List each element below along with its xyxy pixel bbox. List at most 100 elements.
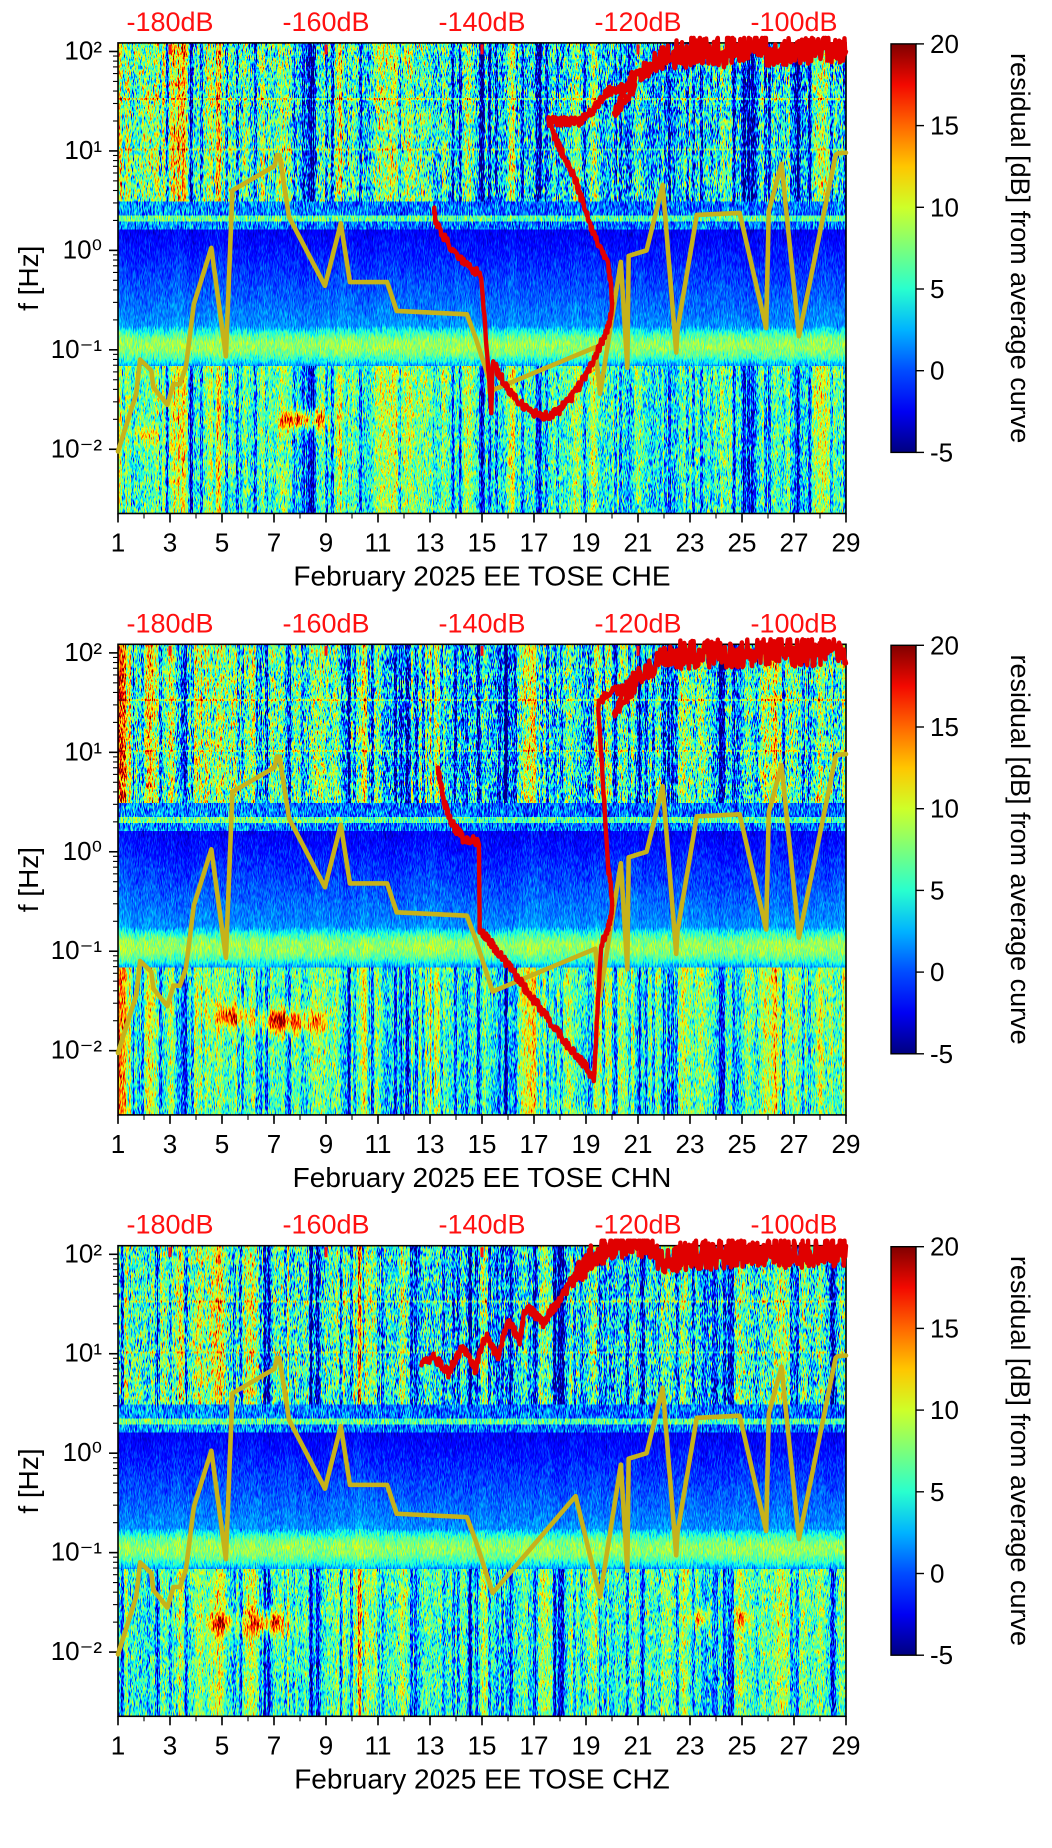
- svg-text:10⁻²: 10⁻²: [51, 1636, 103, 1666]
- svg-text:5: 5: [930, 274, 944, 304]
- svg-text:10⁰: 10⁰: [63, 836, 102, 866]
- svg-text:-180dB: -180dB: [126, 608, 213, 638]
- svg-text:-140dB: -140dB: [438, 608, 525, 638]
- svg-text:-5: -5: [930, 1039, 953, 1069]
- svg-text:10⁻²: 10⁻²: [51, 433, 103, 463]
- svg-text:15: 15: [468, 1730, 497, 1760]
- svg-text:-100dB: -100dB: [750, 608, 837, 638]
- svg-text:27: 27: [780, 1129, 809, 1159]
- svg-text:27: 27: [780, 1730, 809, 1760]
- svg-text:-160dB: -160dB: [282, 608, 369, 638]
- svg-text:10: 10: [930, 1395, 959, 1425]
- svg-text:25: 25: [728, 528, 757, 558]
- svg-text:10²: 10²: [64, 1238, 102, 1268]
- svg-text:23: 23: [676, 528, 705, 558]
- svg-text:19: 19: [572, 528, 601, 558]
- svg-text:15: 15: [930, 1313, 959, 1343]
- svg-text:10¹: 10¹: [64, 135, 102, 165]
- svg-text:15: 15: [468, 528, 497, 558]
- svg-text:9: 9: [319, 1129, 333, 1159]
- svg-text:29: 29: [832, 1730, 861, 1760]
- svg-text:February 2025 EE TOSE CHZ: February 2025 EE TOSE CHZ: [294, 1763, 670, 1794]
- svg-text:0: 0: [930, 957, 944, 987]
- svg-text:5: 5: [215, 1129, 229, 1159]
- svg-text:10⁰: 10⁰: [63, 234, 102, 264]
- svg-text:f [Hz]: f [Hz]: [13, 1448, 44, 1513]
- svg-text:3: 3: [163, 1730, 177, 1760]
- svg-text:7: 7: [267, 528, 281, 558]
- svg-text:7: 7: [267, 1129, 281, 1159]
- svg-text:7: 7: [267, 1730, 281, 1760]
- svg-text:13: 13: [416, 1129, 445, 1159]
- svg-text:10⁻²: 10⁻²: [51, 1035, 103, 1065]
- svg-text:15: 15: [930, 111, 959, 141]
- svg-text:25: 25: [728, 1730, 757, 1760]
- svg-text:13: 13: [416, 1730, 445, 1760]
- svg-text:20: 20: [930, 29, 959, 59]
- svg-text:-180dB: -180dB: [126, 7, 213, 37]
- svg-text:-140dB: -140dB: [438, 7, 525, 37]
- svg-text:11: 11: [365, 1730, 392, 1760]
- svg-text:21: 21: [624, 528, 653, 558]
- svg-text:1: 1: [111, 1129, 125, 1159]
- svg-text:13: 13: [416, 528, 445, 558]
- svg-text:10⁻¹: 10⁻¹: [51, 935, 103, 965]
- svg-text:19: 19: [572, 1129, 601, 1159]
- svg-text:10⁰: 10⁰: [63, 1437, 102, 1467]
- svg-text:residual [dB] from average cur: residual [dB] from average curve: [1005, 654, 1035, 1044]
- svg-text:21: 21: [624, 1129, 653, 1159]
- svg-text:-120dB: -120dB: [594, 1210, 681, 1240]
- svg-text:29: 29: [832, 1129, 861, 1159]
- svg-text:-160dB: -160dB: [282, 1210, 369, 1240]
- svg-text:0: 0: [930, 1559, 944, 1589]
- svg-text:-140dB: -140dB: [438, 1210, 525, 1240]
- svg-text:20: 20: [930, 1232, 959, 1262]
- svg-text:-5: -5: [930, 1640, 953, 1670]
- svg-text:5: 5: [215, 1730, 229, 1760]
- svg-text:f [Hz]: f [Hz]: [13, 847, 44, 912]
- svg-text:3: 3: [163, 528, 177, 558]
- svg-text:-100dB: -100dB: [750, 1210, 837, 1240]
- svg-text:11: 11: [365, 528, 392, 558]
- svg-text:15: 15: [468, 1129, 497, 1159]
- svg-text:17: 17: [520, 1129, 549, 1159]
- svg-text:20: 20: [930, 630, 959, 660]
- svg-text:February 2025 EE TOSE CHN: February 2025 EE TOSE CHN: [293, 1162, 672, 1193]
- svg-text:f [Hz]: f [Hz]: [13, 246, 44, 311]
- svg-text:9: 9: [319, 528, 333, 558]
- svg-text:-5: -5: [930, 437, 953, 467]
- svg-text:27: 27: [780, 528, 809, 558]
- svg-text:5: 5: [930, 1477, 944, 1507]
- svg-text:residual [dB] from average cur: residual [dB] from average curve: [1005, 1256, 1035, 1646]
- svg-text:23: 23: [676, 1129, 705, 1159]
- svg-text:-100dB: -100dB: [750, 7, 837, 37]
- svg-text:3: 3: [163, 1129, 177, 1159]
- svg-text:5: 5: [930, 875, 944, 905]
- svg-text:11: 11: [365, 1129, 392, 1159]
- svg-text:29: 29: [832, 528, 861, 558]
- svg-text:23: 23: [676, 1730, 705, 1760]
- svg-text:February 2025 EE TOSE CHE: February 2025 EE TOSE CHE: [293, 561, 670, 592]
- svg-text:10: 10: [930, 794, 959, 824]
- svg-text:9: 9: [319, 1730, 333, 1760]
- svg-text:1: 1: [111, 528, 125, 558]
- svg-text:10⁻¹: 10⁻¹: [51, 1537, 103, 1567]
- svg-text:25: 25: [728, 1129, 757, 1159]
- svg-text:15: 15: [930, 712, 959, 742]
- svg-text:10¹: 10¹: [64, 1338, 102, 1368]
- svg-text:-180dB: -180dB: [126, 1210, 213, 1240]
- svg-text:-120dB: -120dB: [594, 608, 681, 638]
- svg-text:19: 19: [572, 1730, 601, 1760]
- svg-text:10²: 10²: [64, 637, 102, 667]
- svg-text:residual [dB] from average cur: residual [dB] from average curve: [1005, 53, 1035, 443]
- svg-text:10: 10: [930, 192, 959, 222]
- svg-text:17: 17: [520, 528, 549, 558]
- svg-text:1: 1: [111, 1730, 125, 1760]
- svg-text:21: 21: [624, 1730, 653, 1760]
- svg-text:0: 0: [930, 356, 944, 386]
- svg-text:10²: 10²: [64, 35, 102, 65]
- svg-text:10⁻¹: 10⁻¹: [51, 334, 103, 364]
- svg-text:-120dB: -120dB: [594, 7, 681, 37]
- svg-text:5: 5: [215, 528, 229, 558]
- svg-text:-160dB: -160dB: [282, 7, 369, 37]
